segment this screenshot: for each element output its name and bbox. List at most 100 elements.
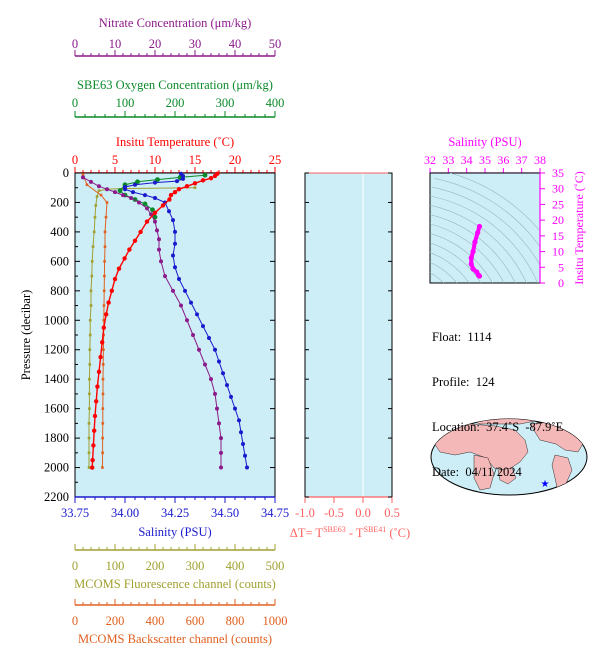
nitrate-point [185,318,189,323]
nitrate-point [171,288,175,293]
ts-temperature-tick-label: 20 [552,213,564,227]
temperature-point [90,457,95,463]
ts-salinity-axis-label: Salinity (PSU) [448,135,521,149]
delta-t-plot-area [304,172,393,498]
delta-t-tick-label: 0.0 [355,506,371,520]
nitrate-point [157,237,161,242]
ts-salinity-tick-label: 36 [497,153,509,167]
salinity-point [243,453,247,458]
temperature-point [172,189,178,195]
ts-salinity-tick-label: 34 [461,153,473,167]
nitrate-point [105,187,109,192]
ts-profile-point [470,266,476,272]
nitrate-point [191,333,195,337]
backscatter-point [102,289,106,293]
temperature-point [101,325,107,330]
temperature-point [127,247,132,252]
temperature-point [138,229,143,235]
location-row: Location: 37.4˚S -87.9˚E [432,420,564,434]
fluorescence-point [193,186,197,190]
fluorescence-point [92,230,96,234]
salinity-point [177,277,181,282]
oxygen-tick-label: 400 [266,96,285,110]
nitrate-tick-label: 20 [149,37,162,51]
fluorescence-axis: 0 100 200 300 400 500 MCOMS Fluorescence chan… [72,544,284,591]
backscatter-point [103,230,107,234]
fluorescence-point [87,422,91,425]
ts-temperature-tick-label: 35 [552,166,564,180]
backscatter-point [101,377,105,381]
salinity-point [245,465,249,470]
ts-plot-area [429,172,541,284]
ts-salinity-tick-label: 35 [479,153,491,167]
delta-t-axis-label: ΔT= TSBE63 - TSBE41 (˚C) [290,525,410,540]
nitrate-point [137,200,141,205]
fluorescence-tick-label: 400 [226,559,245,573]
backscatter-tick-label: 1000 [263,614,288,628]
float-info: Float: 1114 Profile: 124 Location: 37.4˚… [432,300,563,495]
temperature-point [208,175,214,181]
oxygen-tick-label: 0 [72,96,78,110]
profile-value: 124 [475,375,495,389]
nitrate-tick-label: 40 [229,37,242,51]
temperature-point [200,178,206,183]
temperature-point [132,238,138,243]
ts-temperature-tick-label: 5 [558,260,564,274]
fluorescence-tick-label: 0 [72,559,78,573]
pressure-tick-label: 600 [50,254,69,268]
backscatter-point [103,260,106,263]
ts-profile-point [468,255,474,261]
date-value: 04/11/2024 [465,465,522,479]
temperature-point [168,192,174,198]
salinity-axis: 33.75 34.00 34.25 34.50 34.75 Salinity (PSU) [61,496,289,539]
nitrate-axis: Nitrate Concentration (μm/kg) 0 10 20 30 40 5… [72,16,282,57]
temperature-tick-label: 20 [229,153,242,167]
ts-density-contour [434,178,540,248]
fluorescence-point [90,274,94,278]
nitrate-point [163,274,167,279]
nitrate-tick-label: 50 [269,37,282,51]
temperature-point [100,340,105,345]
nitrate-point [155,228,159,233]
backscatter-point [101,466,104,469]
salinity-tick-label: 34.75 [261,506,289,520]
nitrate-point [129,196,133,201]
temperature-point [92,413,98,419]
temperature-point [91,443,96,448]
pressure-tick-label: 1600 [44,402,69,416]
nitrate-point [113,190,117,195]
ts-density-contour [430,204,527,283]
salinity-point [233,406,237,411]
backscatter-point [101,436,104,440]
nitrate-point [209,377,213,382]
nitrate-tick-label: 10 [109,37,122,51]
salinity-point [183,288,187,293]
nitrate-tick-label: 0 [72,37,78,51]
backscatter-axis-label: MCOMS Backscatter channel (counts) [78,632,272,646]
temperature-point [192,181,198,186]
fluorescence-tick-label: 300 [186,559,205,573]
nitrate-point [179,303,183,308]
pressure-tick-label: 200 [50,195,69,209]
backscatter-series-line [82,174,108,468]
ts-salinity-tick-label: 32 [424,153,436,167]
salinity-tick-label: 34.00 [111,506,139,520]
temperature-point [104,312,109,317]
backscatter-point [105,201,109,204]
temperature-point [106,300,111,305]
pressure-tick-label: 0 [63,166,69,180]
nitrate-point [203,362,207,367]
salinity-point [153,180,157,185]
pressure-tick-label: 800 [50,284,69,298]
ts-profile-point [475,230,481,236]
temperature-point [112,276,118,282]
fluorescence-point [87,466,91,469]
ts-density-contour [432,186,540,266]
temperature-point [122,256,127,261]
nitrate-point [219,436,223,441]
backscatter-tick-label: 800 [226,614,245,628]
salinity-point [123,187,127,192]
fluorescence-point [95,195,99,198]
ts-density-contour [430,195,538,283]
fluorescence-tick-label: 200 [146,559,165,573]
